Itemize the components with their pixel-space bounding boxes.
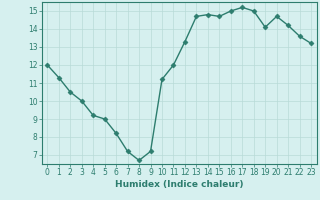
X-axis label: Humidex (Indice chaleur): Humidex (Indice chaleur) xyxy=(115,180,244,189)
